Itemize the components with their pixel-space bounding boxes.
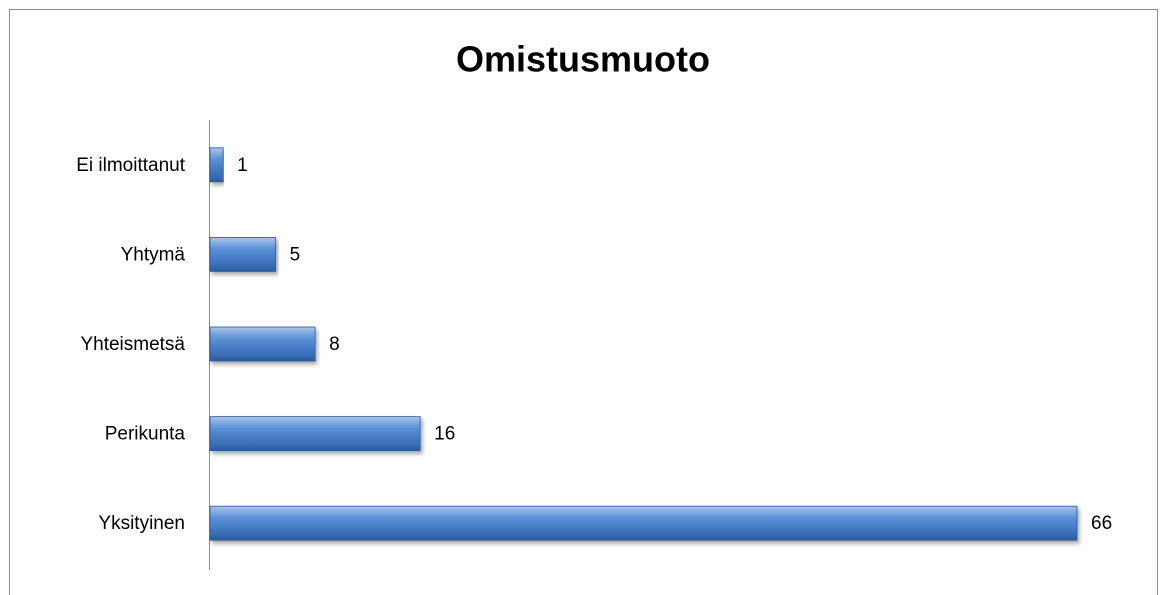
category-label: Ei ilmoittanut bbox=[76, 155, 185, 176]
data-label: 8 bbox=[329, 334, 340, 355]
bar bbox=[209, 505, 1078, 541]
chart-title: Omistusmuoto bbox=[456, 39, 710, 80]
data-label: 66 bbox=[1091, 513, 1112, 534]
bar bbox=[209, 326, 316, 362]
bar bbox=[209, 147, 224, 183]
bar bbox=[209, 236, 277, 272]
data-label: 5 bbox=[290, 244, 301, 265]
data-label: 1 bbox=[237, 155, 248, 176]
chart-frame bbox=[9, 9, 1158, 595]
category-label: Yhteismetsä bbox=[80, 334, 185, 355]
category-label: Yksityinen bbox=[98, 513, 185, 534]
category-label: Yhtymä bbox=[121, 244, 186, 265]
category-label: Perikunta bbox=[105, 424, 186, 445]
data-label: 16 bbox=[434, 424, 455, 445]
bar bbox=[209, 416, 421, 452]
